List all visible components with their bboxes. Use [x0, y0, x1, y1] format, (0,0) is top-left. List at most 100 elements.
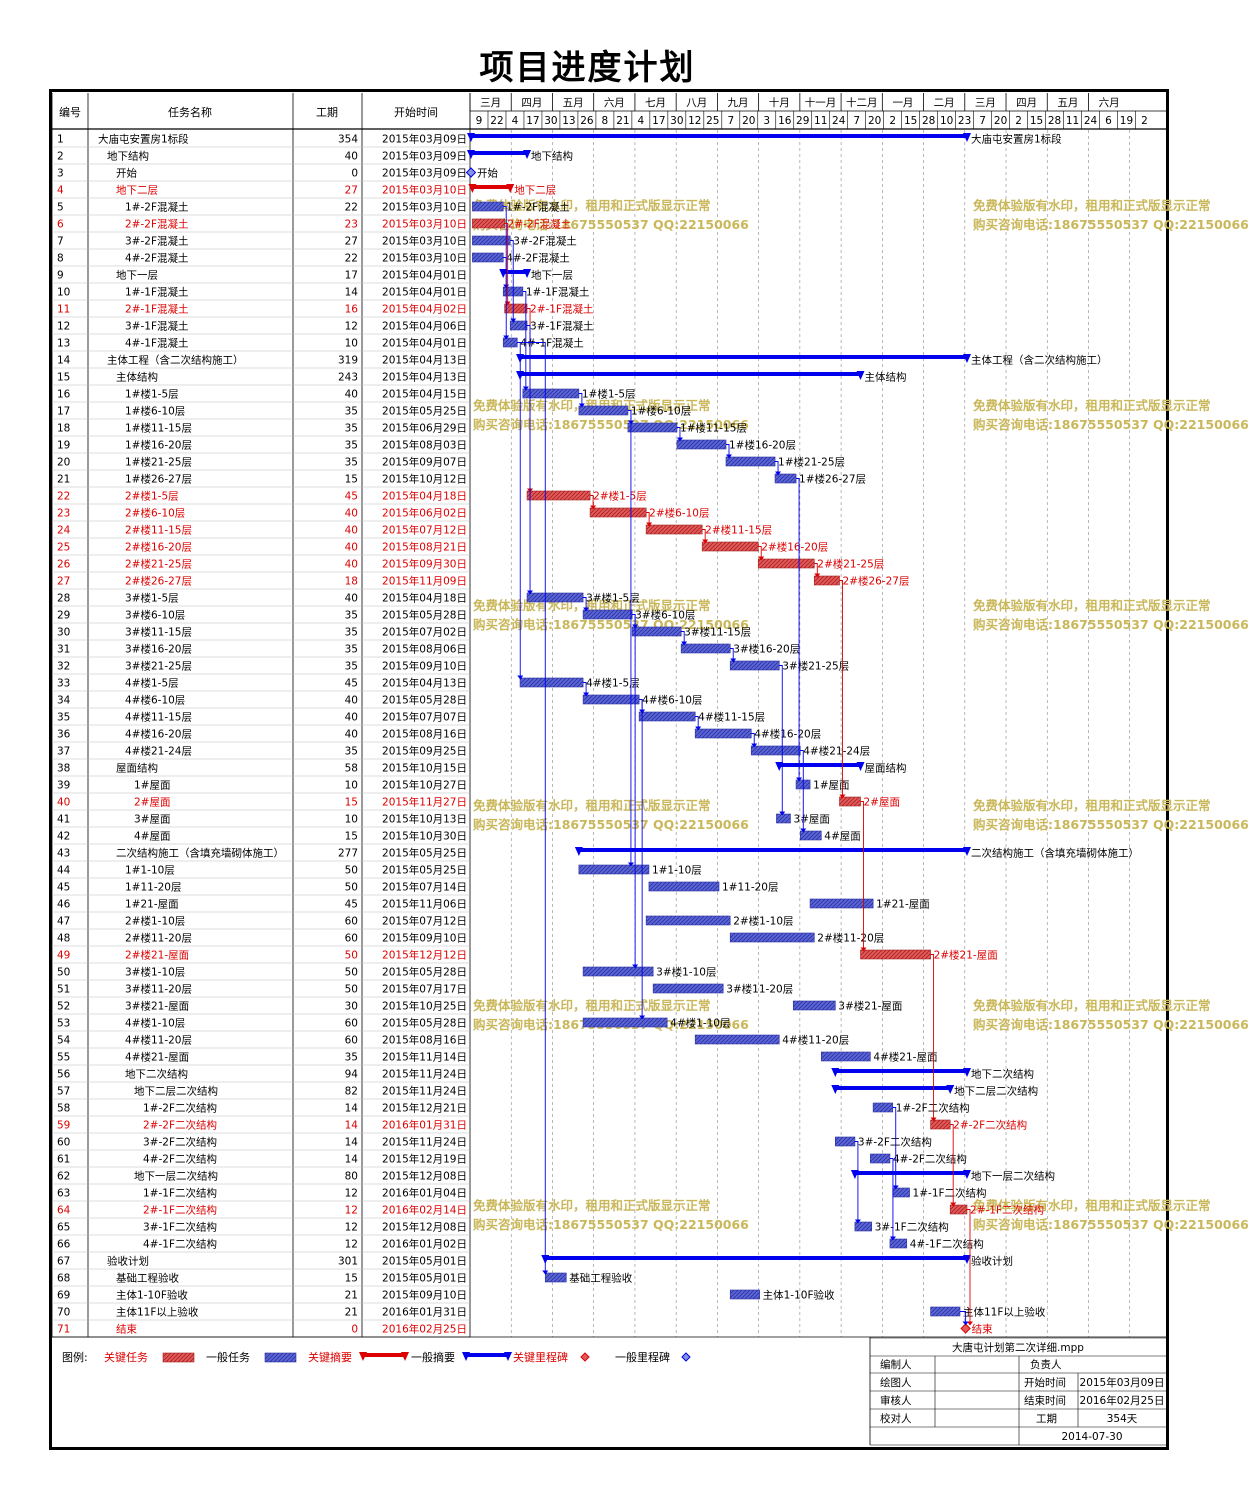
- task-id: 20: [57, 457, 70, 469]
- task-bar: [526, 490, 591, 501]
- task-name: 3#楼11-20层: [125, 983, 192, 996]
- task-name: 2#-1F混凝土: [125, 303, 189, 316]
- task-duration: 60: [345, 1035, 358, 1047]
- task-start: 2015年07月14日: [382, 881, 467, 894]
- bar-label: 3#楼11-20层: [726, 983, 793, 996]
- task-id: 2: [57, 151, 64, 163]
- watermark-text: 购买咨询电话:18675550537 QQ:22150066: [973, 217, 1249, 232]
- task-duration: 319: [338, 355, 358, 367]
- bar-label: 1#-1F二次结构: [913, 1187, 987, 1200]
- task-start: 2015年11月24日: [382, 1068, 467, 1081]
- bar-label: 4#楼6-10层: [642, 694, 702, 707]
- summary-bar: [499, 269, 532, 278]
- task-id: 3: [57, 168, 64, 180]
- day-label: 28: [1048, 115, 1061, 127]
- bar-label: 2#-2F混凝土: [508, 218, 571, 231]
- task-id: 4: [57, 185, 64, 197]
- task-id: 14: [57, 355, 71, 367]
- month-label: 十一月: [805, 96, 837, 109]
- task-id: 57: [57, 1086, 70, 1098]
- task-name: 2#楼1-10层: [125, 915, 185, 928]
- summary-bar: [574, 847, 971, 856]
- task-id: 28: [57, 593, 70, 605]
- task-start: 2015年11月24日: [382, 1136, 467, 1149]
- task-duration: 35: [345, 610, 358, 622]
- task-start: 2016年01月04日: [382, 1187, 467, 1200]
- task-id: 66: [57, 1239, 71, 1251]
- day-label: 28: [922, 115, 935, 127]
- bar-label: 1#楼16-20层: [729, 439, 796, 452]
- task-name: 地下一层二次结构: [134, 1170, 218, 1183]
- task-start: 2015年06月29日: [382, 422, 467, 435]
- day-label: 7: [727, 115, 734, 127]
- task-bar: [526, 592, 584, 603]
- task-bar: [872, 1102, 894, 1113]
- task-bar: [509, 320, 528, 331]
- task-name: 4#楼21-屋面: [125, 1051, 189, 1064]
- month-label: 三月: [480, 97, 501, 109]
- task-duration: 0: [351, 168, 358, 180]
- task-bar: [701, 541, 759, 552]
- task-id: 60: [57, 1137, 70, 1149]
- task-name: 2#楼21-屋面: [125, 949, 189, 962]
- task-duration: 21: [345, 1290, 358, 1302]
- task-start: 2015年04月13日: [382, 677, 467, 690]
- task-name: 1#楼16-20层: [125, 439, 192, 452]
- task-bar: [820, 1051, 871, 1062]
- task-name: 1#楼21-25层: [125, 456, 192, 469]
- task-id: 39: [57, 780, 70, 792]
- summary-bar: [541, 1255, 971, 1264]
- task-bar: [776, 813, 791, 824]
- day-label: 10: [940, 115, 953, 127]
- task-start: 2015年11月09日: [382, 575, 467, 588]
- month-label: 七月: [645, 97, 666, 109]
- task-id: 30: [57, 627, 70, 639]
- task-id: 52: [57, 1001, 70, 1013]
- task-duration: 12: [345, 1188, 358, 1200]
- task-duration: 40: [345, 712, 358, 724]
- task-bar: [750, 745, 801, 756]
- task-id: 56: [57, 1069, 71, 1081]
- footer-end-label: 结束时间: [1024, 1394, 1066, 1407]
- footer-date: 2014-07-30: [1061, 1431, 1122, 1443]
- task-start: 2015年03月10日: [382, 235, 467, 248]
- task-duration: 14: [345, 1154, 359, 1166]
- task-name: 1#楼6-10层: [125, 405, 185, 418]
- task-bar: [834, 1136, 856, 1147]
- task-id: 7: [57, 236, 64, 248]
- task-bar: [582, 1017, 668, 1028]
- task-duration: 35: [345, 423, 358, 435]
- task-id: 40: [57, 797, 70, 809]
- task-start: 2015年07月07日: [382, 711, 467, 724]
- bar-label: 2#楼1-10层: [733, 915, 793, 928]
- task-duration: 82: [345, 1086, 358, 1098]
- task-start: 2015年09月10日: [382, 660, 467, 673]
- task-bar: [892, 1187, 910, 1198]
- task-bar: [680, 643, 731, 654]
- task-start: 2015年08月16日: [382, 728, 467, 741]
- task-name: 4#楼1-10层: [125, 1017, 185, 1030]
- task-duration: 10: [345, 338, 358, 350]
- watermark-text: 购买咨询电话:18675550537 QQ:22150066: [973, 617, 1249, 632]
- bar-label: 3#-2F混凝土: [513, 235, 577, 248]
- task-id: 64: [57, 1205, 71, 1217]
- milestone-marker: [465, 167, 477, 178]
- task-bar: [645, 524, 703, 535]
- task-duration: 354: [338, 134, 358, 146]
- task-start: 2015年05月28日: [382, 966, 467, 979]
- task-id: 71: [57, 1324, 70, 1336]
- bar-label: 4#楼16-20层: [754, 728, 821, 741]
- task-start: 2015年11月27日: [382, 796, 467, 809]
- task-name: 1#屋面: [134, 780, 170, 792]
- task-name: 结束: [116, 1323, 137, 1336]
- bar-label: 1#楼26-27层: [799, 473, 866, 486]
- summary-bar: [775, 762, 865, 771]
- task-name: 4#屋面: [134, 831, 170, 843]
- task-duration: 60: [345, 933, 358, 945]
- bar-label: 二次结构施工（含填充墙砌体施工）: [971, 847, 1139, 860]
- bar-label: 基础工程验收: [569, 1272, 632, 1285]
- month-label: 一月: [892, 97, 913, 109]
- bar-label: 1#-2F混凝土: [506, 201, 569, 214]
- task-id: 24: [57, 525, 71, 537]
- bar-label: 1#21-屋面: [876, 899, 930, 911]
